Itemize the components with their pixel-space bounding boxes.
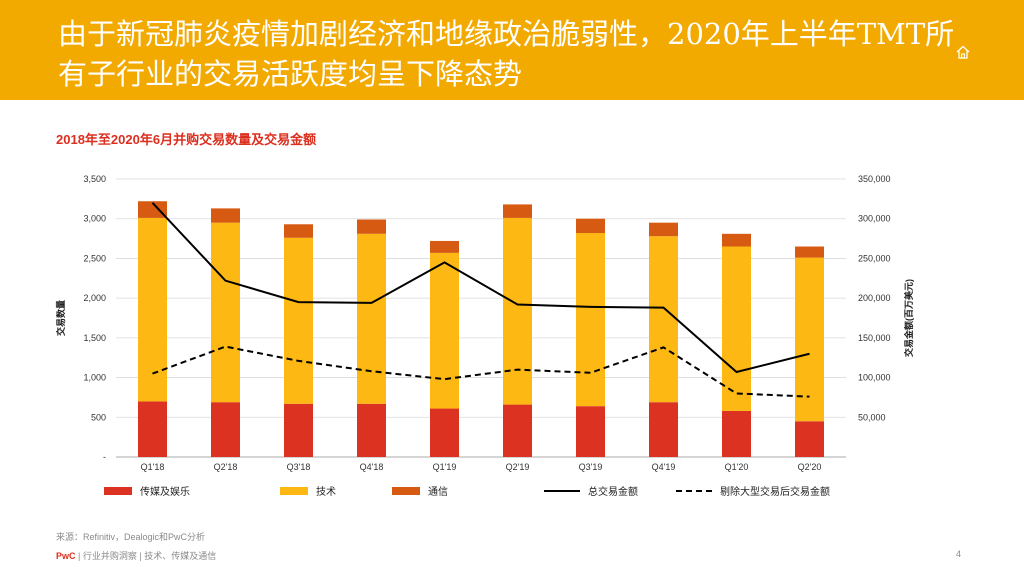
bar-segment: [357, 233, 386, 404]
bar-segment: [795, 246, 824, 258]
bar-segment: [576, 233, 605, 407]
legend-label: 总交易金额: [588, 485, 638, 498]
legend-swatch: [104, 487, 132, 495]
y-tick-label: 1,500: [83, 333, 106, 343]
line-series: [151, 202, 810, 374]
title-banner: 由于新冠肺炎疫情加剧经济和地缘政治脆弱性，2020年上半年TMT所有子行业的交易…: [0, 0, 1024, 100]
page-title: 由于新冠肺炎疫情加剧经济和地缘政治脆弱性，2020年上半年TMT所有子行业的交易…: [58, 17, 955, 91]
y2-tick-label: 250,000: [858, 253, 891, 263]
y-tick-label: 1,000: [83, 373, 106, 383]
bar-segment: [503, 204, 532, 218]
y-tick-label: 500: [91, 412, 106, 422]
x-tick-label: Q2'19: [506, 462, 530, 472]
footer-path: | 行业并购洞察 | 技术、传媒及通信: [75, 551, 217, 561]
bar-segment: [138, 217, 167, 402]
bar-segment: [357, 219, 386, 234]
source-note: 来源：Refinitiv，Dealogic和PwC分析: [56, 532, 206, 542]
x-tick-label: Q1'19: [433, 462, 457, 472]
home-icon[interactable]: [955, 44, 971, 60]
bar-segment: [138, 201, 167, 218]
bar-segment: [430, 240, 459, 253]
bar-segment: [503, 217, 532, 405]
bar-segment: [576, 218, 605, 234]
bar-segment: [211, 402, 240, 457]
y2-tick-label: 350,000: [858, 174, 891, 184]
x-tick-label: Q1'20: [725, 462, 749, 472]
y2-tick-label: 100,000: [858, 373, 891, 383]
bar-segment: [649, 402, 678, 457]
bar-segment: [211, 208, 240, 223]
combo-chart: - 500 1,000 1,500 2,000 2,500 3,000 3,500 50,000…: [55, 174, 914, 498]
legend-label: 通信: [428, 486, 448, 498]
y-axis-title: 交易数量: [55, 300, 66, 336]
y2-tick-label: 300,000: [858, 214, 891, 224]
legend-label: 剔除大型交易后交易金额: [720, 485, 830, 498]
y2-tick-label: 50,000: [858, 412, 886, 422]
bar-segment: [649, 222, 678, 237]
chart-title: 2018年至2020年6月并购交易数量及交易金额: [56, 132, 317, 147]
bar-segment: [430, 252, 459, 409]
bar-segment: [284, 237, 313, 404]
legend-swatch: [280, 487, 308, 495]
bar-segment: [138, 401, 167, 457]
x-tick-label: Q3'18: [287, 462, 311, 472]
y-tick-label: 3,000: [83, 214, 106, 224]
y-tick-label: 3,500: [83, 174, 106, 184]
bar-segment: [649, 236, 678, 403]
y-tick-label: 2,000: [83, 293, 106, 303]
bar-segment: [722, 246, 751, 411]
y2-tick-label: 200,000: [858, 293, 891, 303]
y2-tick-label: 150,000: [858, 333, 891, 343]
line-series: [152, 345, 810, 398]
pwc-brand: PwC: [56, 551, 76, 561]
x-tick-label: Q2'18: [214, 462, 238, 472]
bar-segment: [576, 406, 605, 457]
y2-axis-title: 交易金额(百万美元): [903, 279, 914, 357]
y-tick-label: -: [103, 452, 106, 462]
legend-swatch: [392, 487, 420, 495]
bar-segment: [795, 421, 824, 457]
x-tick-label: Q1'18: [141, 462, 165, 472]
bar-segment: [795, 257, 824, 422]
bar-segment: [722, 233, 751, 247]
bar-segment: [284, 403, 313, 457]
legend-label: 传媒及娱乐: [140, 485, 190, 498]
x-tick-label: Q3'19: [579, 462, 603, 472]
y-tick-label: 2,500: [83, 253, 106, 263]
bar-segment: [503, 404, 532, 457]
bar-segment: [284, 224, 313, 238]
x-tick-label: Q4'19: [652, 462, 676, 472]
x-tick-label: Q2'20: [798, 462, 822, 472]
bar-segment: [211, 222, 240, 403]
x-tick-label: Q4'18: [360, 462, 384, 472]
bar-segment: [430, 408, 459, 457]
page-number: 4: [956, 549, 962, 559]
bar-segment: [357, 403, 386, 457]
bar-segment: [722, 410, 751, 457]
legend-label: 技术: [316, 485, 336, 498]
footer-breadcrumb: PwC | 行业并购洞察 | 技术、传媒及通信: [56, 549, 216, 562]
